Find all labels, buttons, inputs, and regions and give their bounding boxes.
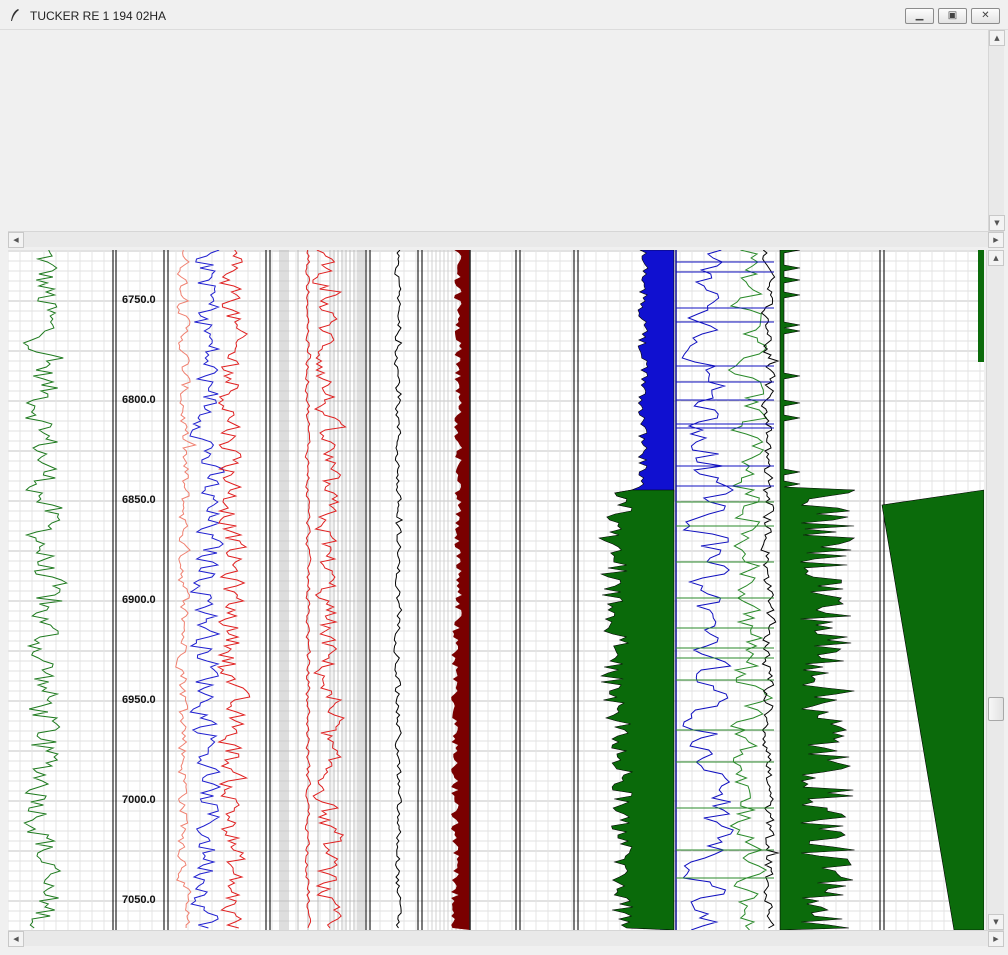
arrow-down-icon[interactable]: ▼	[988, 914, 1004, 930]
arrow-up-icon[interactable]: ▲	[988, 250, 1004, 266]
close-icon: ✕	[981, 10, 990, 21]
depth-label: 7050.0	[122, 894, 156, 906]
log-tracks	[8, 250, 984, 930]
title-bar: TUCKER RE 1 194 02HA ▁ ▣ ✕	[0, 0, 1008, 30]
maximize-button[interactable]: ▣	[938, 8, 967, 24]
depth-label: 7000.0	[122, 794, 156, 806]
arrow-left-icon[interactable]: ◀	[8, 931, 24, 947]
shallow-resistivity-curve	[175, 250, 198, 928]
minimize-icon: ▁	[915, 10, 924, 21]
depth-label: 6800.0	[122, 394, 156, 406]
neutron-porosity-curve	[681, 250, 734, 930]
deep-resistivity-curve	[216, 250, 251, 929]
porosity-blue-fill	[614, 250, 675, 501]
resistivity-curve-3	[312, 250, 347, 929]
medium-resistivity-curve	[189, 250, 225, 929]
caliper-fill	[451, 250, 470, 930]
arrow-up-icon[interactable]: ▲	[989, 30, 1005, 46]
minimize-button[interactable]: ▁	[905, 8, 934, 24]
cumulative-fill-top	[978, 250, 984, 362]
window-title: TUCKER RE 1 194 02HA	[30, 9, 167, 23]
depth-label: 6950.0	[122, 694, 156, 706]
lithology-fill	[779, 250, 856, 930]
arrow-down-icon[interactable]: ▼	[989, 215, 1005, 231]
density-porosity-curve	[727, 250, 774, 930]
close-button[interactable]: ✕	[971, 8, 1000, 24]
arrow-left-icon[interactable]: ◀	[8, 232, 24, 248]
header-pane	[8, 30, 988, 231]
maximize-icon: ▣	[947, 10, 958, 21]
depth-label: 6750.0	[122, 294, 156, 306]
sonic-curve	[393, 250, 404, 929]
cumulative-fill	[881, 489, 984, 930]
deep-resistivity-curve-2	[304, 250, 312, 929]
header-vertical-scrollbar[interactable]: ▲ ▼	[988, 30, 1005, 231]
porosity-green-fill	[598, 489, 675, 930]
log-horizontal-scrollbar[interactable]: ◀ ▶	[8, 930, 1004, 947]
log-vertical-scrollbar[interactable]: ▲ ▼	[986, 250, 1004, 930]
header-horizontal-scrollbar[interactable]: ◀ ▶	[8, 231, 1004, 248]
arrow-right-icon[interactable]: ▶	[988, 931, 1004, 947]
well-log-display[interactable]: 6750.0 6800.0 6850.0 6900.0 6950.0 7000.0 7050…	[8, 250, 984, 930]
arrow-right-icon[interactable]: ▶	[988, 232, 1004, 248]
gamma-ray-curve	[22, 250, 68, 929]
feather-icon	[11, 9, 19, 21]
depth-label: 6850.0	[122, 494, 156, 506]
pe-curve	[760, 250, 780, 929]
depth-label: 6900.0	[122, 594, 156, 606]
scroll-thumb[interactable]	[988, 697, 1004, 721]
